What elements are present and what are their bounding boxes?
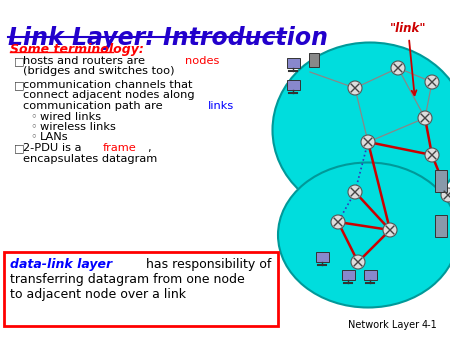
Text: nodes: nodes [185, 56, 220, 66]
Bar [315, 252, 328, 262]
Bar [287, 58, 300, 68]
Text: hosts and routers are: hosts and routers are [23, 56, 148, 66]
Text: ,: , [147, 143, 150, 153]
Text: Network Layer: Network Layer [348, 320, 419, 330]
Circle shape [351, 255, 365, 269]
Text: ◦: ◦ [30, 112, 37, 122]
FancyBboxPatch shape [4, 252, 278, 326]
Text: communication channels that: communication channels that [23, 80, 193, 90]
Text: 2-PDU is a: 2-PDU is a [23, 143, 85, 153]
Text: connect adjacent nodes along: connect adjacent nodes along [23, 91, 194, 100]
Ellipse shape [273, 43, 450, 217]
Text: communication path are: communication path are [23, 101, 166, 111]
Circle shape [361, 135, 375, 149]
Circle shape [348, 185, 362, 199]
Text: Link Layer: Introduction: Link Layer: Introduction [8, 26, 328, 50]
Circle shape [348, 81, 362, 95]
Text: Some terminology:: Some terminology: [10, 43, 144, 56]
Text: □: □ [14, 143, 25, 153]
Text: frame: frame [103, 143, 137, 153]
Bar [364, 270, 377, 280]
Text: (bridges and switches too): (bridges and switches too) [23, 67, 175, 76]
Text: encapsulates datagram: encapsulates datagram [23, 153, 157, 164]
Bar [435, 215, 447, 237]
Bar [309, 53, 319, 67]
Circle shape [331, 215, 345, 229]
Ellipse shape [278, 163, 450, 308]
Bar [287, 80, 300, 90]
Text: links: links [208, 101, 234, 111]
Text: "link": "link" [390, 22, 426, 95]
Text: 4-1: 4-1 [422, 320, 438, 330]
Text: ◦: ◦ [30, 132, 37, 142]
Text: ◦: ◦ [30, 122, 37, 132]
Text: wired links: wired links [40, 112, 101, 122]
Bar [342, 270, 355, 280]
Text: □: □ [14, 80, 25, 90]
Text: data-link layer: data-link layer [10, 258, 112, 271]
Text: wireless links: wireless links [40, 122, 116, 132]
Text: □: □ [14, 56, 25, 66]
Circle shape [425, 75, 439, 89]
Circle shape [441, 188, 450, 202]
Circle shape [425, 148, 439, 162]
Circle shape [391, 61, 405, 75]
Circle shape [383, 223, 397, 237]
Text: LANs: LANs [40, 132, 68, 142]
Text: transferring datagram from one node: transferring datagram from one node [10, 273, 245, 286]
Text: has responsibility of: has responsibility of [142, 258, 271, 271]
Bar [435, 170, 447, 192]
Text: to adjacent node over a link: to adjacent node over a link [10, 288, 186, 301]
Circle shape [418, 111, 432, 125]
